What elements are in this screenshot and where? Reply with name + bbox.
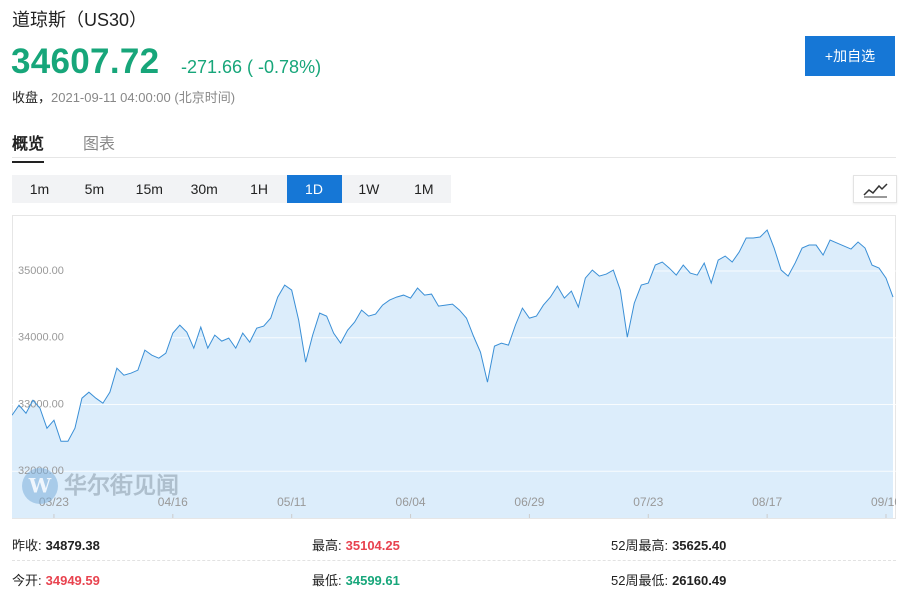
price: 34607.72 [11,42,160,81]
chart-type-button[interactable] [853,175,897,203]
stat-value: 26160.49 [672,573,727,588]
stat-value: 35625.40 [672,538,727,553]
x-tick-label: 04/16 [158,495,188,509]
stat-value: 35104.25 [345,538,400,553]
price-line [12,229,894,442]
close-label: 收盘， [12,90,52,105]
x-tick-label: 07/23 [633,495,663,509]
stat-label: 52周最低: [611,573,669,588]
x-tick-label: 03/23 [39,495,69,509]
timeframe-button[interactable]: 1W [358,181,380,197]
stat: 今开: 34949.59 [12,570,100,589]
stat: 昨收: 34879.38 [12,535,100,554]
y-tick-label: 34000.00 [18,332,64,344]
stat: 最高: 35104.25 [312,535,400,554]
watermark-text: 华尔街见闻 [64,472,179,499]
stat-value: 34949.59 [45,573,100,588]
price-change: -271.66 ( -0.78%) [181,57,322,77]
close-info: 收盘，2021-09-11 04:00:00 (北京时间) [12,87,235,106]
stat-value: 34599.61 [345,573,400,588]
stat-value: 34879.38 [45,538,100,553]
stat-label: 昨收: [12,538,42,553]
y-tick-label: 32000.00 [18,465,64,477]
chart-frame [12,215,896,519]
timeframe-button[interactable]: 1H [250,181,269,197]
chart-type-icon [863,183,888,198]
divider [12,560,896,561]
stat-label: 最高: [312,538,342,553]
y-tick-label: 33000.00 [18,398,64,410]
svg-text:W: W [28,474,52,498]
close-time: 2021-09-11 04:00:00 (北京时间) [51,90,236,105]
x-tick-label: 08/17 [752,495,782,509]
timeframe-button[interactable]: 1D [286,175,342,203]
timeframe-button[interactable]: 5m [84,181,105,197]
tab-bar: 概览 图表 [12,130,896,163]
stat: 52周最低: 26160.49 [611,570,726,589]
add-watchlist-button[interactable]: +加自选 [805,36,895,76]
y-tick-label: 35000.00 [18,265,64,277]
stat-label: 今开: [12,573,42,588]
timeframe-button[interactable]: 15m [135,181,163,197]
timeframe-bar: 1m 5m 15m 30m 1H 1D 1W 1M [12,175,451,203]
title: 道琼斯（US30） [12,10,148,30]
x-tick-label: 06/29 [514,495,544,509]
stat-label: 最低: [312,573,342,588]
stat: 最低: 34599.61 [312,570,400,589]
x-tick-label: 06/04 [396,495,426,509]
x-tick-label: 09/10 [871,495,901,509]
stat-label: 52周最高: [611,538,669,553]
watermark: W 华尔街见闻 [22,468,179,504]
timeframe-button[interactable]: 1m [29,181,50,197]
timeframe-button[interactable]: 30m [190,181,218,197]
x-tick-label: 05/11 [277,495,306,509]
timeframe-button[interactable]: 1M [414,181,434,197]
tab[interactable]: 图表 [83,136,116,153]
tab[interactable]: 概览 [12,130,45,163]
area-fill [12,230,893,518]
stat: 52周最高: 35625.40 [611,535,726,554]
